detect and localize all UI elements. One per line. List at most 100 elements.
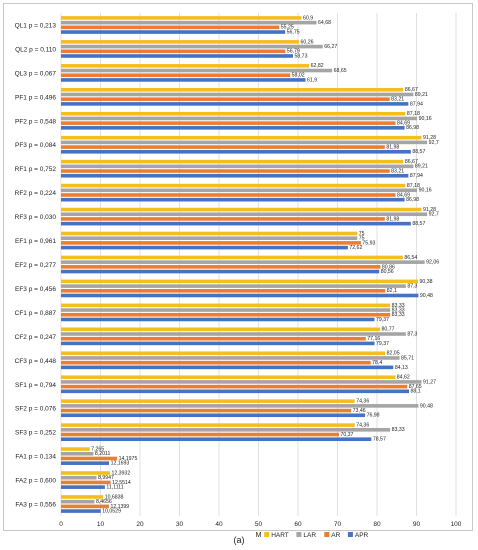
bar-ar bbox=[61, 289, 386, 293]
data-label: 7,265 bbox=[91, 446, 104, 452]
bar-apr bbox=[61, 461, 110, 465]
bar-lar bbox=[61, 284, 406, 288]
data-label: 8,4656 bbox=[96, 499, 112, 505]
data-label: 92,7 bbox=[429, 212, 439, 218]
bar-lar bbox=[61, 164, 414, 169]
bar-hart bbox=[61, 231, 358, 236]
data-label: 61,9 bbox=[307, 77, 317, 83]
bar-lar bbox=[61, 356, 400, 360]
data-label: 8,9947 bbox=[98, 475, 114, 481]
data-label: 86,67 bbox=[405, 87, 418, 93]
category-label: PF3 p = 0,084 bbox=[15, 142, 56, 149]
data-label: 80,56 bbox=[381, 269, 394, 275]
bar-ar bbox=[61, 312, 391, 317]
data-label: 84,69 bbox=[397, 121, 410, 127]
data-label: 12,3932 bbox=[111, 470, 130, 476]
legend-swatch-ar bbox=[324, 532, 330, 537]
bar-apr bbox=[61, 389, 409, 394]
data-label: 80,77 bbox=[382, 327, 395, 333]
legend-swatch-lar bbox=[296, 532, 302, 537]
data-label: 87,18 bbox=[407, 183, 420, 189]
data-label: 87,3 bbox=[407, 331, 417, 337]
bar-ar bbox=[61, 432, 339, 437]
data-label: 83,21 bbox=[391, 97, 404, 103]
bar-lar bbox=[61, 499, 95, 504]
data-label: 68,65 bbox=[334, 68, 347, 74]
bar-hart bbox=[61, 16, 302, 20]
bar-apr bbox=[61, 509, 101, 513]
bar-lar bbox=[61, 380, 422, 384]
data-label: 83,33 bbox=[392, 427, 405, 433]
x-tick-label: 10 bbox=[97, 521, 105, 528]
data-label: 92,7 bbox=[429, 140, 439, 146]
data-label: 12,1399 bbox=[110, 504, 129, 510]
x-axis-title: M bbox=[256, 532, 262, 539]
bar-lar bbox=[61, 212, 428, 217]
bar-ar bbox=[61, 169, 390, 173]
data-label: 91,27 bbox=[423, 379, 436, 385]
data-label: 60,9 bbox=[303, 15, 313, 21]
bar-hart bbox=[61, 399, 355, 403]
data-label: 87,65 bbox=[409, 384, 422, 390]
bar-lar bbox=[61, 44, 323, 49]
category-label: PF2 p = 0,548 bbox=[15, 118, 56, 125]
category-label: SF1 p = 0,794 bbox=[15, 382, 56, 389]
bar-ar bbox=[61, 408, 352, 413]
bar-hart bbox=[61, 375, 396, 380]
bar-apr bbox=[61, 149, 411, 154]
data-label: 89,21 bbox=[415, 92, 428, 98]
bar-hart bbox=[61, 159, 404, 164]
bar-ar bbox=[61, 480, 111, 485]
bar-hart bbox=[61, 135, 422, 140]
data-label: 87,18 bbox=[407, 111, 420, 117]
category-label: SF3 p = 0,252 bbox=[15, 430, 56, 437]
bar-apr bbox=[61, 126, 405, 130]
bar-apr bbox=[61, 341, 375, 346]
data-label: 80,86 bbox=[382, 264, 395, 270]
data-label: 81,98 bbox=[386, 216, 399, 222]
x-tick-label: 70 bbox=[334, 521, 342, 528]
bar-apr bbox=[61, 30, 286, 34]
data-label: 91,28 bbox=[423, 207, 436, 213]
data-label: 81,98 bbox=[386, 144, 399, 150]
x-tick-label: 20 bbox=[136, 521, 144, 528]
data-label: 90,16 bbox=[419, 188, 432, 194]
data-label: 55,25 bbox=[281, 25, 294, 31]
x-tick-label: 90 bbox=[413, 521, 421, 528]
bar-lar bbox=[61, 260, 425, 264]
data-label: 8,2011 bbox=[95, 451, 111, 457]
data-label: 91,28 bbox=[423, 135, 436, 141]
data-label: 82,05 bbox=[387, 351, 400, 357]
bar-lar bbox=[61, 140, 428, 145]
figure-caption: (a) bbox=[233, 535, 245, 545]
x-tick-label: 60 bbox=[294, 521, 302, 528]
bar-ar bbox=[61, 49, 286, 54]
x-tick-label: 100 bbox=[451, 521, 462, 528]
data-label: 56,75 bbox=[287, 29, 300, 35]
bar-lar bbox=[61, 332, 406, 336]
data-label: 88,57 bbox=[412, 221, 425, 227]
data-label: 77,16 bbox=[367, 336, 380, 342]
data-label: 89,21 bbox=[415, 164, 428, 170]
data-label: 74,36 bbox=[356, 399, 369, 405]
bar-ar bbox=[61, 384, 408, 389]
data-label: 86,67 bbox=[405, 159, 418, 165]
bar-apr bbox=[61, 485, 105, 489]
data-label: 60,26 bbox=[301, 39, 314, 45]
data-label: 79,37 bbox=[376, 341, 389, 347]
data-label: 86,54 bbox=[404, 255, 417, 261]
bar-lar bbox=[61, 308, 391, 312]
bar-lar bbox=[61, 404, 419, 408]
data-label: 74,36 bbox=[356, 423, 369, 429]
x-tick-label: 30 bbox=[176, 521, 184, 528]
legend-label: APR bbox=[355, 532, 369, 539]
bar-hart bbox=[61, 64, 310, 68]
bar-apr bbox=[61, 365, 394, 370]
data-label: 12,1693 bbox=[111, 461, 130, 467]
data-label: 75,93 bbox=[362, 240, 375, 246]
bar-ar bbox=[61, 265, 381, 269]
data-label: 56,79 bbox=[287, 49, 300, 55]
legend-label: AR bbox=[331, 532, 340, 539]
data-label: 82,1 bbox=[387, 288, 397, 294]
